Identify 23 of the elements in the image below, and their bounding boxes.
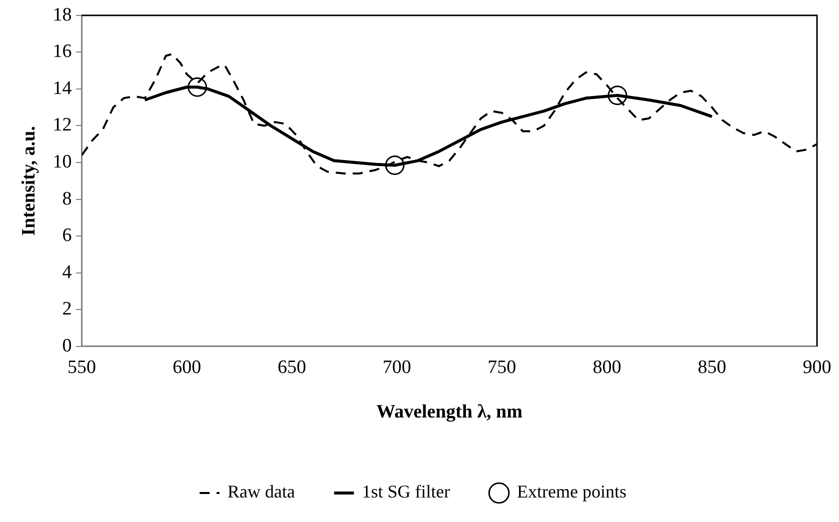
- legend-label: Extreme points: [516, 482, 626, 502]
- y-tick-label: 14: [52, 78, 72, 99]
- x-tick-label: 750: [488, 356, 516, 378]
- y-axis-title: Intensity, a.u.: [18, 126, 40, 236]
- y-tick-label: 2: [62, 298, 72, 320]
- x-tick-label: 700: [382, 356, 412, 378]
- y-tick-label: 6: [62, 225, 72, 246]
- x-tick-label: 650: [278, 356, 306, 378]
- y-tick-label: 12: [52, 114, 72, 136]
- x-axis-title: Wavelength λ, nm: [376, 402, 523, 423]
- x-tick-label: 550: [68, 356, 96, 378]
- y-tick-label: 16: [52, 41, 72, 62]
- y-tick-label: 8: [62, 188, 72, 210]
- legend-label: Raw data: [228, 482, 296, 502]
- y-tick-label: 18: [52, 4, 72, 26]
- x-tick-label: 600: [172, 356, 202, 378]
- y-tick-label: 0: [62, 335, 72, 356]
- x-tick-label: 850: [698, 356, 726, 378]
- x-tick-label: 900: [802, 356, 832, 378]
- legend-label: 1st SG filter: [362, 482, 450, 502]
- y-tick-label: 10: [52, 151, 72, 172]
- y-tick-label: 4: [62, 262, 72, 283]
- x-tick-label: 800: [592, 356, 622, 378]
